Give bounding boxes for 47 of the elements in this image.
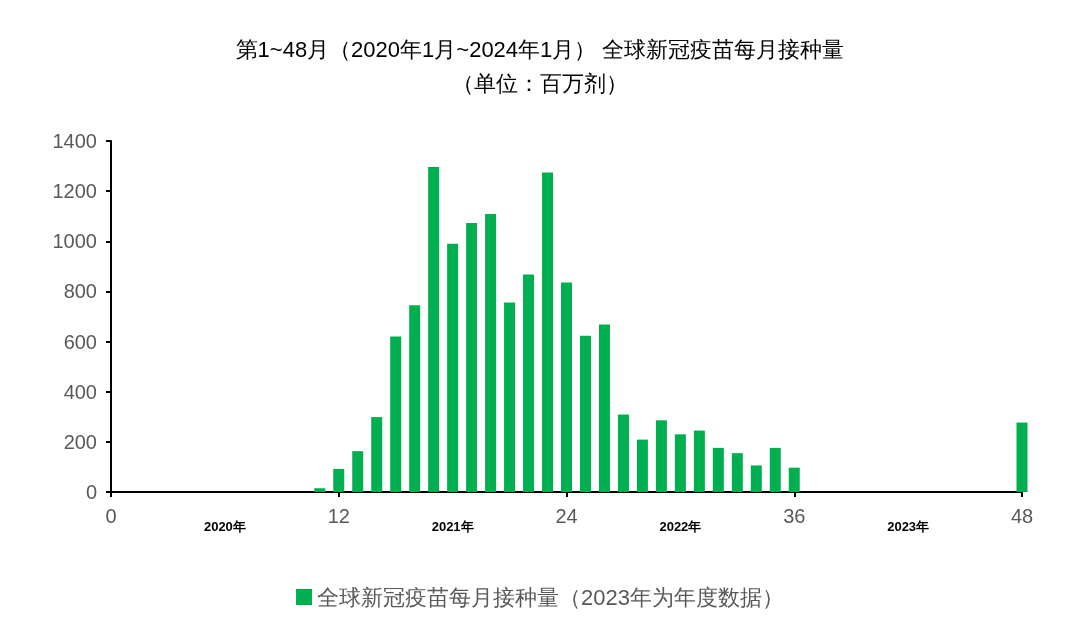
bar [731, 453, 743, 492]
x-tick-label: 0 [105, 505, 117, 527]
x-tick-label: 24 [555, 505, 578, 527]
bar [504, 302, 516, 492]
x-tick-label: 36 [783, 505, 806, 527]
bar [466, 222, 478, 492]
bar [674, 434, 686, 492]
y-tick-label: 600 [63, 330, 97, 353]
x-tick-label: 48 [1010, 505, 1034, 527]
bar [769, 447, 781, 492]
text: 2020年 [203, 518, 246, 534]
bar [636, 439, 648, 492]
y-tick-label: 400 [63, 380, 97, 403]
y-tick-label: 800 [63, 280, 97, 303]
bar [409, 305, 421, 492]
bar [788, 467, 800, 492]
bar [655, 420, 667, 492]
bar [333, 468, 345, 492]
x-tick-label: 12 [327, 505, 350, 527]
y-tick-label: 1200 [52, 180, 97, 203]
bar [693, 430, 705, 492]
bar [485, 213, 497, 492]
bar [579, 335, 591, 492]
bar [712, 447, 724, 492]
bar [352, 451, 364, 492]
bar [542, 172, 554, 492]
bar [390, 336, 402, 492]
bar [750, 465, 762, 492]
y-tick-label: 1000 [52, 230, 97, 253]
bar [598, 324, 610, 492]
chart-title: 第1~48月（2020年1月~2024年1月） 全球新冠疫苗每月接种量 [235, 36, 845, 62]
text: 2021年 [431, 518, 474, 534]
bar [447, 243, 459, 492]
chart-subtitle: （单位：百万剂） [452, 70, 628, 96]
bar [428, 167, 440, 492]
y-tick-label: 200 [63, 430, 97, 453]
bar [561, 282, 572, 492]
y-tick-label: 0 [85, 481, 97, 503]
y-tick-label: 1400 [52, 130, 97, 152]
bar [314, 488, 326, 492]
text: 2022年 [659, 518, 702, 534]
text: 2023年 [887, 518, 930, 534]
bar [1016, 422, 1028, 492]
bar [371, 417, 383, 492]
bar [523, 274, 535, 492]
bar [617, 414, 629, 492]
legend-label: 全球新冠疫苗每月接种量（2023年为年度数据） [317, 584, 784, 610]
